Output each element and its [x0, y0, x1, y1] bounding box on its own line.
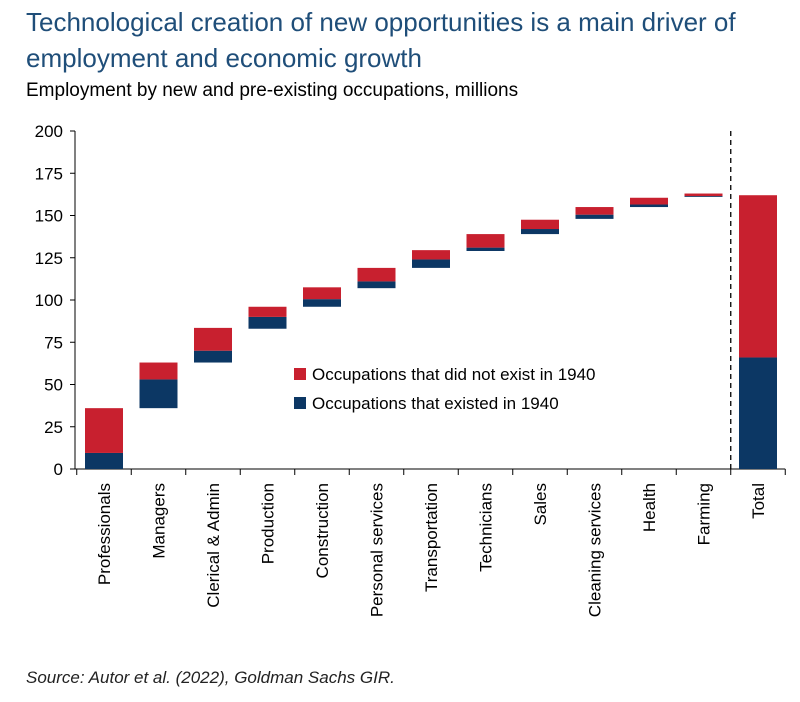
- bar-did-not-exist: [575, 207, 614, 215]
- legend-swatch: [294, 368, 306, 380]
- bar-existed: [139, 379, 178, 409]
- legend: Occupations that did not exist in 1940 Oc…: [294, 365, 596, 413]
- legend-swatch: [294, 397, 306, 409]
- bar-did-not-exist: [521, 219, 559, 230]
- axes: 0 25 50 75 100 125 150 175 200: [35, 122, 786, 479]
- bar-existed: [684, 196, 723, 197]
- bar-did-not-exist: [194, 327, 232, 351]
- bar-existed: [739, 357, 777, 469]
- category-label: Sales: [531, 483, 550, 526]
- bar-did-not-exist: [303, 287, 341, 300]
- bar-existed: [630, 204, 668, 208]
- bar-existed: [303, 299, 341, 307]
- category-label: Professionals: [95, 483, 114, 585]
- bar-did-not-exist: [85, 408, 123, 453]
- bar-did-not-exist: [139, 362, 178, 380]
- legend-label: Occupations that existed in 1940: [312, 394, 559, 413]
- bar-existed: [521, 229, 559, 235]
- category-label: Health: [640, 483, 659, 532]
- bar-did-not-exist: [248, 306, 287, 317]
- source-note: Source: Autor et al. (2022), Goldman Sac…: [26, 668, 395, 687]
- category-label: Production: [259, 483, 278, 564]
- bar-did-not-exist: [412, 250, 450, 260]
- bar-existed: [466, 247, 505, 251]
- category-label: Cleaning services: [586, 483, 605, 617]
- bar-existed: [85, 452, 123, 469]
- bar-existed: [412, 259, 450, 268]
- category-label: Clerical & Admin: [204, 483, 223, 608]
- category-labels: Professionals Managers Clerical & Admin Pro…: [95, 483, 768, 617]
- category-label: Total: [749, 483, 768, 519]
- y-tick-label: 200: [35, 122, 63, 141]
- bar-existed: [194, 350, 232, 363]
- chart-title: Technological creation of new opportunit…: [26, 7, 736, 73]
- bar-existed: [248, 316, 287, 329]
- y-tick-label: 50: [44, 376, 63, 395]
- bar-existed: [575, 214, 614, 219]
- y-tick-label: 75: [44, 333, 63, 352]
- category-label: Technicians: [477, 483, 496, 572]
- bar-did-not-exist: [630, 197, 668, 205]
- category-label: Managers: [150, 483, 169, 559]
- category-label: Personal services: [368, 483, 387, 617]
- category-label: Construction: [313, 483, 332, 578]
- category-label: Farming: [695, 483, 714, 545]
- bars: [85, 193, 777, 469]
- y-tick-label: 0: [54, 460, 63, 479]
- bar-existed: [357, 281, 396, 289]
- y-tick-label: 175: [35, 164, 63, 183]
- y-tick-label: 25: [44, 418, 63, 437]
- legend-label: Occupations that did not exist in 1940: [312, 365, 596, 384]
- bar-did-not-exist: [357, 267, 396, 282]
- bar-did-not-exist: [684, 193, 723, 197]
- category-label: Transportation: [422, 483, 441, 592]
- chart-subtitle: Employment by new and pre-existing occup…: [26, 80, 519, 101]
- y-tick-label: 150: [35, 207, 63, 226]
- y-tick-label: 100: [35, 291, 63, 310]
- bar-did-not-exist: [466, 234, 505, 248]
- y-tick-label: 125: [35, 249, 63, 268]
- bar-did-not-exist: [739, 195, 777, 358]
